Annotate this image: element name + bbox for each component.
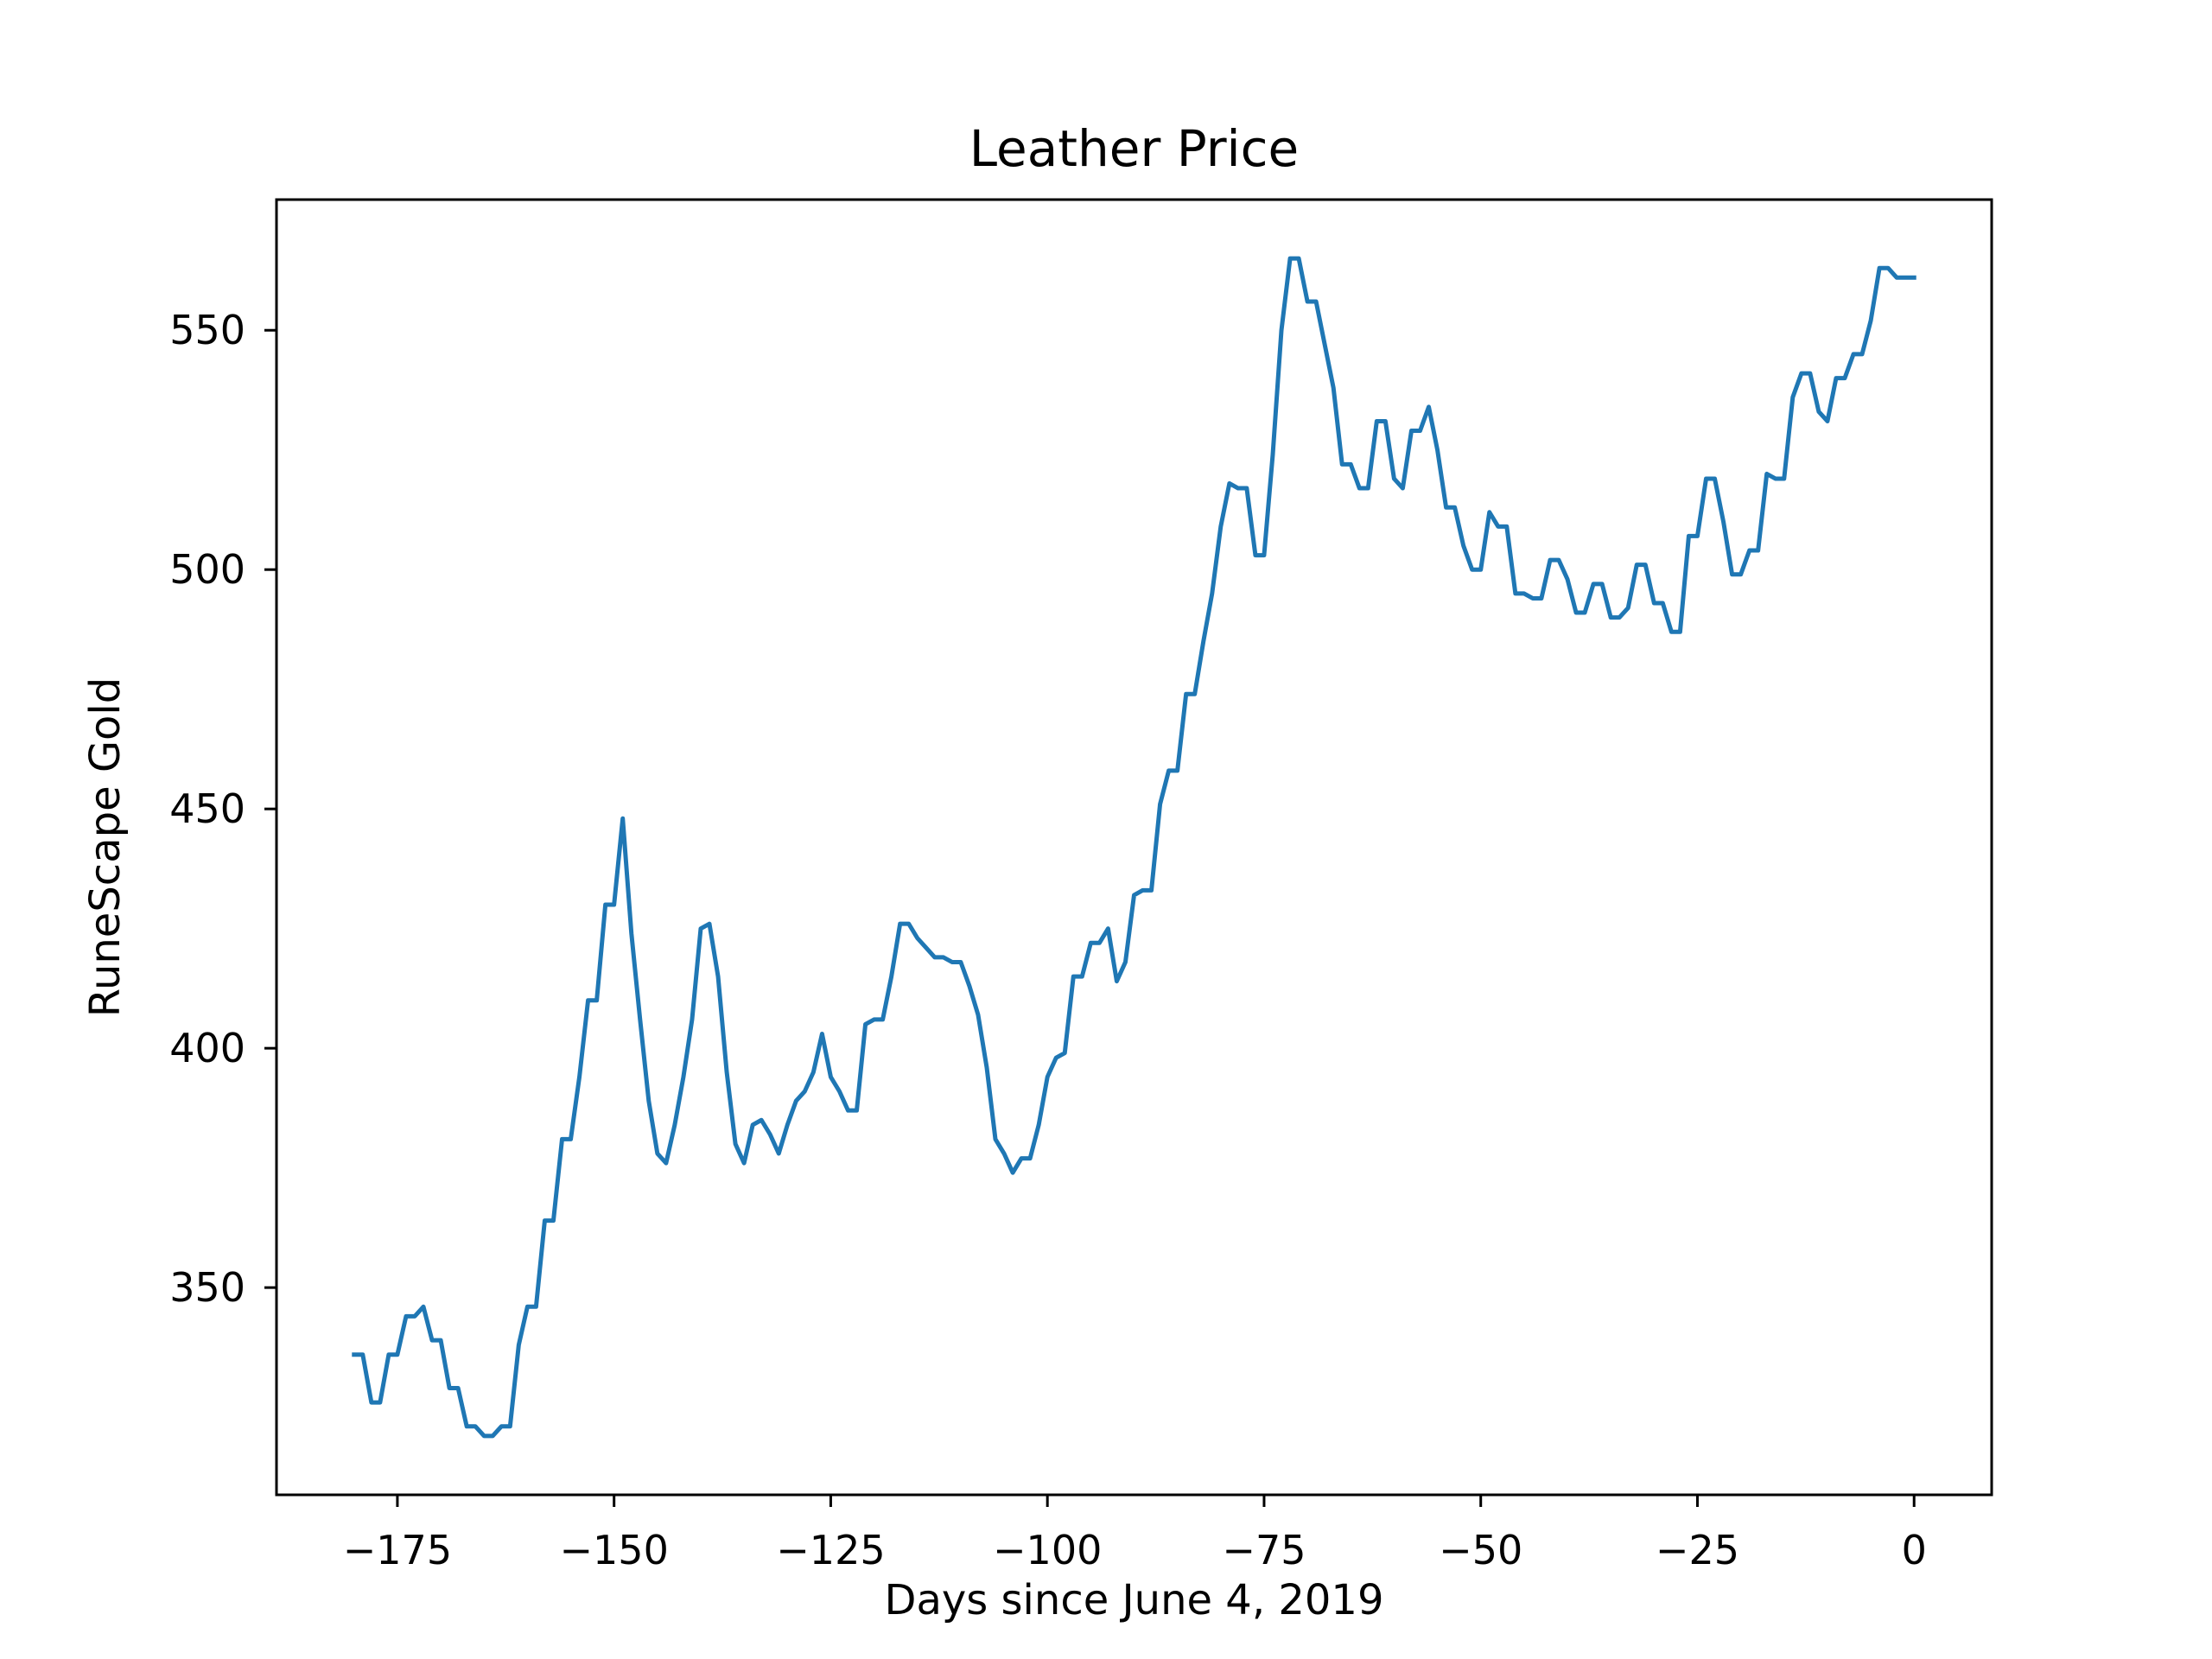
y-tick-label: 450 (169, 785, 245, 832)
series-line-0 (352, 256, 1916, 1439)
y-axis: 350 400 450 500 550 (169, 307, 276, 1311)
x-tick-label: −75 (1222, 1527, 1306, 1573)
plot-frame (275, 198, 1993, 1497)
y-axis-label: RuneScape Gold (81, 677, 130, 1017)
x-axis-label: Days since June 4, 2019 (885, 1576, 1384, 1624)
series-layer (352, 256, 1916, 1439)
y-tick-label: 400 (169, 1025, 245, 1071)
x-tick-label: −125 (776, 1527, 885, 1573)
x-tick-label: −150 (560, 1527, 669, 1573)
x-tick-label: −25 (1656, 1527, 1739, 1573)
chart-title: Leather Price (969, 119, 1299, 178)
y-tick-label: 350 (169, 1264, 245, 1311)
y-tick-label: 500 (169, 546, 245, 593)
x-tick-label: −175 (343, 1527, 452, 1573)
x-tick-label: −100 (993, 1527, 1102, 1573)
x-axis: −175 −150 −125 −100 −75 −50 −25 0 (343, 1495, 1927, 1573)
x-tick-label: 0 (1902, 1527, 1927, 1573)
y-tick-label: 550 (169, 307, 245, 353)
x-tick-label: −50 (1439, 1527, 1522, 1573)
